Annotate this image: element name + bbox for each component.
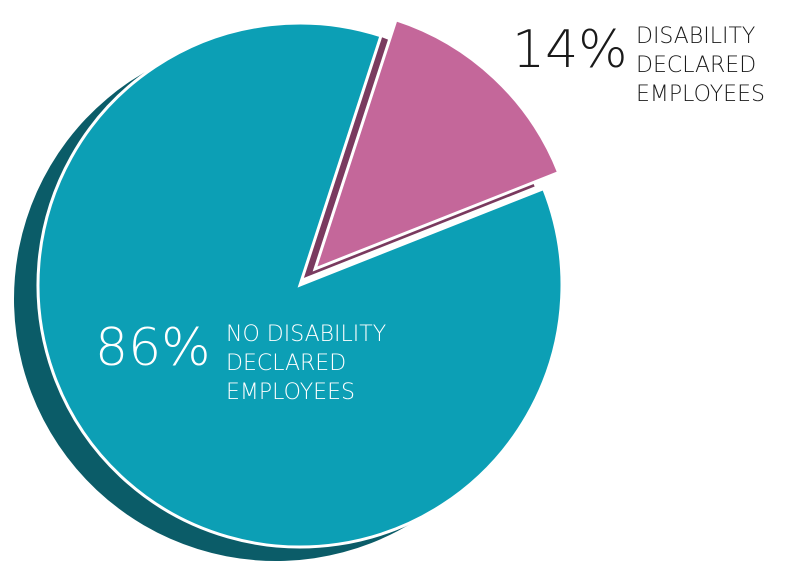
- slice-desc-1-line-3: EMPLOYEES: [636, 82, 765, 107]
- slice-desc-0-line-1: NO DISABILITY: [226, 322, 386, 347]
- slice-label-group-1: 14% DISABILITY DECLARED EMPLOYEES: [512, 20, 765, 107]
- slice-desc-1-line-2: DECLARED: [636, 53, 756, 78]
- pie-slice-0: [36, 21, 564, 549]
- pie-top-layer: [36, 17, 564, 549]
- pie-slice-1: [312, 17, 561, 272]
- slice-label-group-0: 86% NO DISABILITY DECLARED EMPLOYEES: [95, 318, 386, 405]
- slice-percent-0: 86%: [95, 318, 211, 378]
- slice-desc-0-line-2: DECLARED: [226, 351, 346, 376]
- slice-percent-1: 14%: [512, 20, 628, 80]
- slice-desc-0-line-3: EMPLOYEES: [226, 380, 355, 405]
- slice-desc-1-line-1: DISABILITY: [636, 24, 755, 49]
